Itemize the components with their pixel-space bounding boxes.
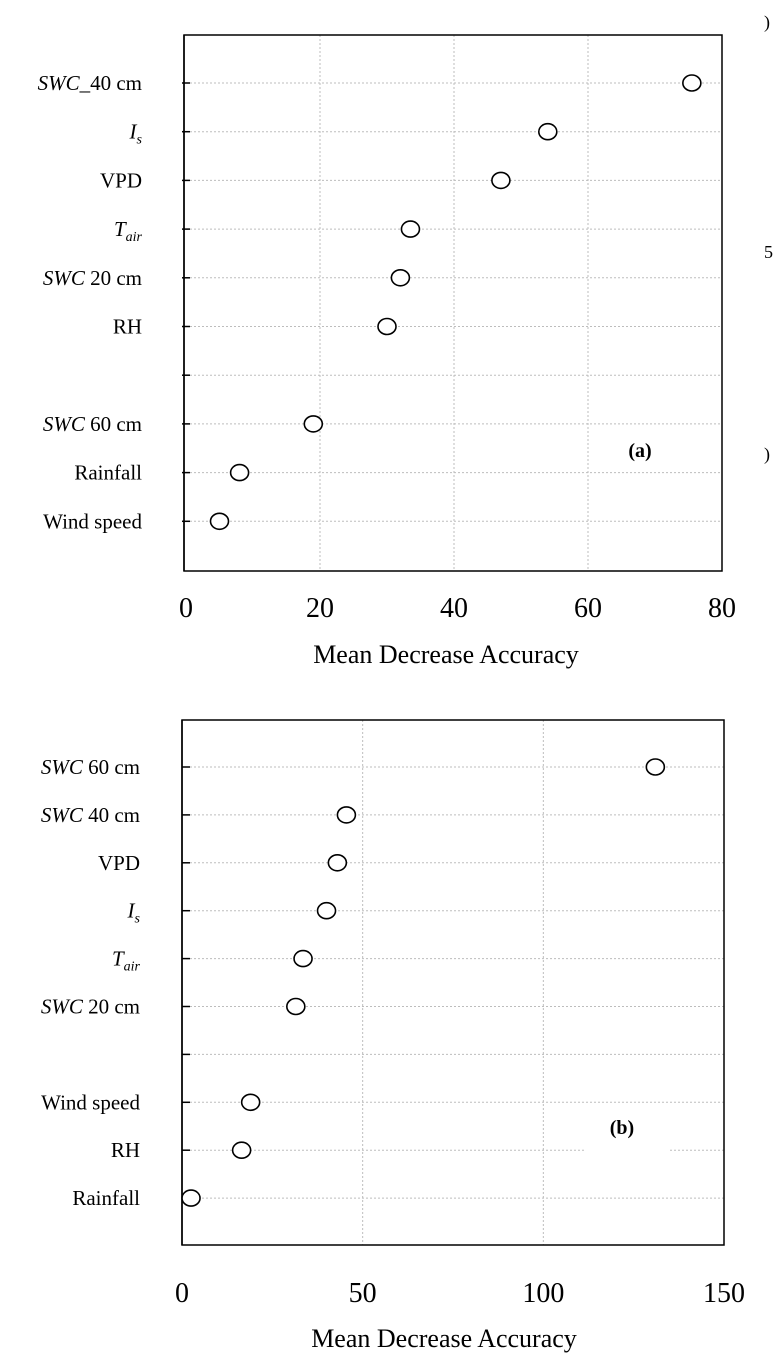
data-point-b-4 [293, 949, 313, 968]
edge-fragment-2: 5 [764, 242, 773, 262]
y-ticks-a [182, 82, 190, 523]
plot-frame-b [181, 719, 725, 1246]
grid-a [186, 35, 722, 571]
y-tick-label-a-4: SWC 20 cm [43, 266, 142, 290]
y-tick-label-a-2: VPD [100, 168, 142, 192]
data-point-b-8 [231, 1141, 252, 1159]
panel-label-bg-a [605, 428, 690, 472]
x-tick-label-b-3: 150 [703, 1278, 745, 1309]
y-ticks-b [182, 766, 190, 1199]
x-tick-label-a-2: 40 [440, 593, 468, 624]
data-point-b-9 [181, 1189, 201, 1207]
data-point-b-3 [316, 901, 337, 920]
y-tick-label-b-8: RH [111, 1138, 140, 1162]
x-tick-label-b-2: 100 [522, 1278, 564, 1309]
data-point-b-0 [645, 758, 666, 776]
y-tick-label-b-5: SWC 20 cm [41, 995, 140, 1019]
plot-frame-a [183, 34, 723, 572]
edge-fragment-1: ) [764, 12, 770, 33]
data-point-a-2 [491, 171, 511, 190]
data-point-a-9 [209, 512, 230, 531]
panel-label-bg-b [585, 1105, 670, 1153]
x-axis-title-a: Mean Decrease Accuracy [313, 640, 579, 669]
y-tick-label-b-4: Tair [112, 947, 141, 975]
data-point-a-0 [682, 74, 702, 92]
y-tick-label-b-9: Rainfall [72, 1186, 140, 1210]
x-tick-label-a-4: 80 [708, 593, 736, 624]
data-point-b-7 [240, 1093, 261, 1112]
y-tick-label-b-1: SWC 40 cm [41, 803, 140, 827]
points-b [181, 758, 666, 1207]
data-point-a-1 [537, 122, 558, 141]
x-axis-title-b: Mean Decrease Accuracy [311, 1324, 577, 1353]
panel-label-a: (a) [628, 440, 651, 462]
data-point-b-5 [286, 997, 306, 1016]
x-tick-label-b-0: 0 [175, 1278, 189, 1309]
y-tick-label-a-1: Is [129, 120, 143, 148]
y-tick-label-a-0: SWC_40 cm [38, 71, 142, 95]
x-tick-label-a-0: 0 [179, 593, 193, 624]
data-point-a-7 [303, 415, 324, 433]
x-tick-label-b-1: 50 [349, 1278, 377, 1309]
y-tick-label-b-7: Wind speed [41, 1090, 140, 1114]
data-point-b-2 [327, 853, 348, 872]
x-tick-labels-b: 0 50 100 150 [175, 1278, 745, 1309]
data-point-a-4 [390, 268, 411, 287]
x-tick-label-a-1: 20 [306, 593, 334, 624]
data-point-a-5 [377, 317, 397, 336]
y-tick-label-a-8: Rainfall [74, 461, 142, 485]
y-tick-label-a-9: Wind speed [43, 509, 142, 533]
x-tick-labels-a: 0 20 40 60 80 [179, 593, 736, 624]
x-tick-label-a-3: 60 [574, 593, 602, 624]
panel-a: SWC_40 cm Is VPD Tair SWC 20 cm RH SWC 60 cm Ra… [38, 34, 736, 669]
y-tick-label-a-5: RH [113, 315, 142, 339]
data-point-a-8 [229, 463, 250, 482]
y-tick-label-b-0: SWC 60 cm [41, 755, 140, 779]
y-tick-label-a-3: Tair [114, 217, 143, 245]
points-a [209, 74, 702, 531]
panel-b: SWC 60 cm SWC 40 cm VPD Is Tair SWC 20 cm Wind… [41, 719, 745, 1353]
data-point-a-3 [400, 220, 421, 238]
panel-label-b: (b) [610, 1117, 634, 1139]
grid-b [182, 720, 724, 1245]
y-tick-label-b-2: VPD [98, 851, 140, 875]
y-tick-label-b-3: Is [127, 899, 141, 927]
y-tick-labels-a: SWC_40 cm Is VPD Tair SWC 20 cm RH SWC 60 cm Ra… [38, 71, 143, 533]
y-tick-labels-b: SWC 60 cm SWC 40 cm VPD Is Tair SWC 20 cm Wind… [41, 755, 141, 1210]
y-tick-label-a-7: SWC 60 cm [43, 412, 142, 436]
edge-fragment-3: ) [764, 444, 770, 465]
data-point-b-1 [336, 806, 357, 824]
